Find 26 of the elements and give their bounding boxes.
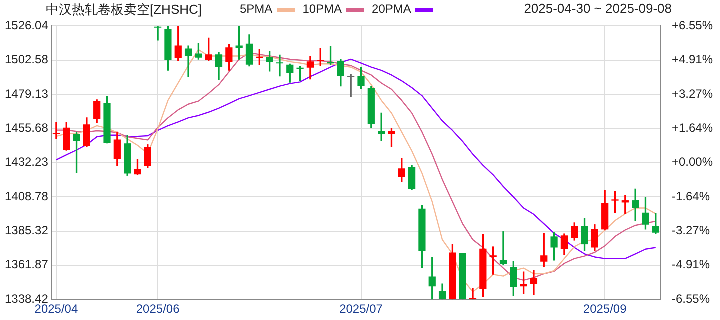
y-tick-label: 1385.32 (4, 224, 49, 238)
y2-tick-label: +1.64% (672, 120, 714, 135)
y2-tick-label: -4.91% (672, 258, 710, 272)
y-tick-label: 1502.58 (4, 52, 49, 67)
y-tick-label: 1479.13 (4, 86, 49, 101)
y-tick-label: 1455.68 (4, 121, 49, 136)
chart-subtitle: 2025-04-30 ~ 2025-09-08 (524, 1, 672, 16)
chart-title: 中汉热轧卷板卖空[ZHSHC] (46, 1, 202, 19)
y2-tick-label: +3.27% (672, 86, 714, 101)
y2-tick-label: -3.27% (672, 223, 710, 238)
y2-tick-label: +0.00% (672, 155, 714, 170)
y-tick-label: 1432.23 (4, 155, 49, 170)
y-tick-label: 1408.78 (4, 189, 49, 204)
x-tick-label: 2025/06 (136, 302, 180, 316)
y2-tick-label: -1.64% (672, 189, 710, 204)
candlestick (612, 191, 619, 214)
x-tick-label: 2025/09 (583, 302, 628, 316)
x-tick-label: 2025/07 (340, 302, 384, 316)
y2-tick-label: +4.91% (672, 52, 714, 67)
y-tick-label: 1361.87 (4, 258, 49, 272)
y-tick-label: 1526.04 (4, 18, 49, 33)
legend-label: 10PMA (302, 2, 342, 16)
legend-label: 5PMA (240, 2, 273, 16)
y2-tick-label: -6.55% (672, 292, 710, 306)
legend-label: 20PMA (372, 2, 412, 16)
y2-tick-label: +6.55% (672, 18, 714, 33)
